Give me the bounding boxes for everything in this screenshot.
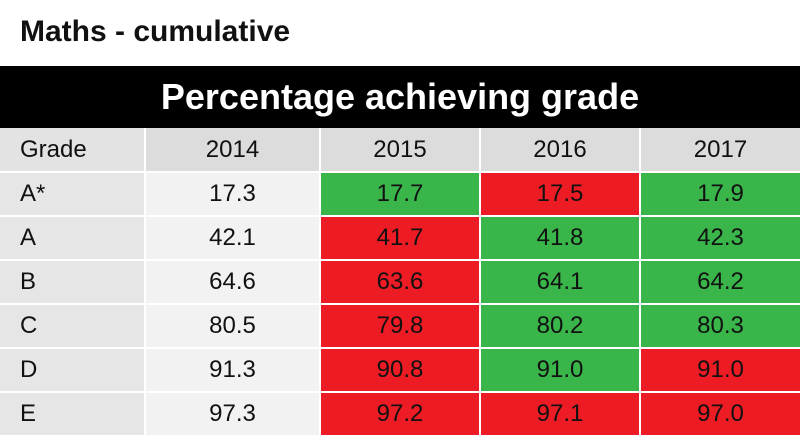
value-cell-2015: 79.8 <box>320 304 481 349</box>
value-cell-2014: 80.5 <box>145 304 321 349</box>
value-cell-2016: 17.5 <box>480 172 641 217</box>
grade-label: B <box>0 260 146 305</box>
column-header-grade: Grade <box>0 128 146 173</box>
page-title: Maths - cumulative <box>20 15 291 48</box>
value-cell-2014: 17.3 <box>145 172 321 217</box>
value-cell-2016: 41.8 <box>480 216 641 261</box>
grades-table: Grade 2014 2015 2016 2017 A* 17.3 17.7 17.5… <box>0 128 800 437</box>
value-cell-2016: 64.1 <box>480 260 641 305</box>
grade-label: A <box>0 216 146 261</box>
table-row: D 91.3 90.8 91.0 91.0 <box>0 348 800 393</box>
value-cell-2017: 80.3 <box>640 304 800 349</box>
table-header-bar: Percentage achieving grade <box>0 66 800 128</box>
table-row: E 97.3 97.2 97.1 97.0 <box>0 392 800 437</box>
value-cell-2015: 90.8 <box>320 348 481 393</box>
value-cell-2017: 17.9 <box>640 172 800 217</box>
value-cell-2014: 42.1 <box>145 216 321 261</box>
table-row: A* 17.3 17.7 17.5 17.9 <box>0 172 800 217</box>
value-cell-2016: 97.1 <box>480 392 641 437</box>
grade-label: C <box>0 304 146 349</box>
value-cell-2017: 64.2 <box>640 260 800 305</box>
column-header-2015: 2015 <box>320 128 481 173</box>
value-cell-2017: 42.3 <box>640 216 800 261</box>
grade-label: D <box>0 348 146 393</box>
value-cell-2016: 91.0 <box>480 348 641 393</box>
value-cell-2017: 91.0 <box>640 348 800 393</box>
column-header-row: Grade 2014 2015 2016 2017 <box>0 128 800 173</box>
value-cell-2014: 91.3 <box>145 348 321 393</box>
value-cell-2014: 97.3 <box>145 392 321 437</box>
column-header-2017: 2017 <box>640 128 800 173</box>
value-cell-2015: 41.7 <box>320 216 481 261</box>
value-cell-2016: 80.2 <box>480 304 641 349</box>
value-cell-2015: 97.2 <box>320 392 481 437</box>
value-cell-2017: 97.0 <box>640 392 800 437</box>
table-row: B 64.6 63.6 64.1 64.2 <box>0 260 800 305</box>
column-header-2014: 2014 <box>145 128 321 173</box>
grade-label: A* <box>0 172 146 217</box>
value-cell-2015: 63.6 <box>320 260 481 305</box>
table-body: A* 17.3 17.7 17.5 17.9 A 42.1 41.7 41.8 42.3 B 64.6… <box>0 172 800 437</box>
table-row: C 80.5 79.8 80.2 80.3 <box>0 304 800 349</box>
value-cell-2014: 64.6 <box>145 260 321 305</box>
table-row: A 42.1 41.7 41.8 42.3 <box>0 216 800 261</box>
grade-label: E <box>0 392 146 437</box>
column-header-2016: 2016 <box>480 128 641 173</box>
value-cell-2015: 17.7 <box>320 172 481 217</box>
